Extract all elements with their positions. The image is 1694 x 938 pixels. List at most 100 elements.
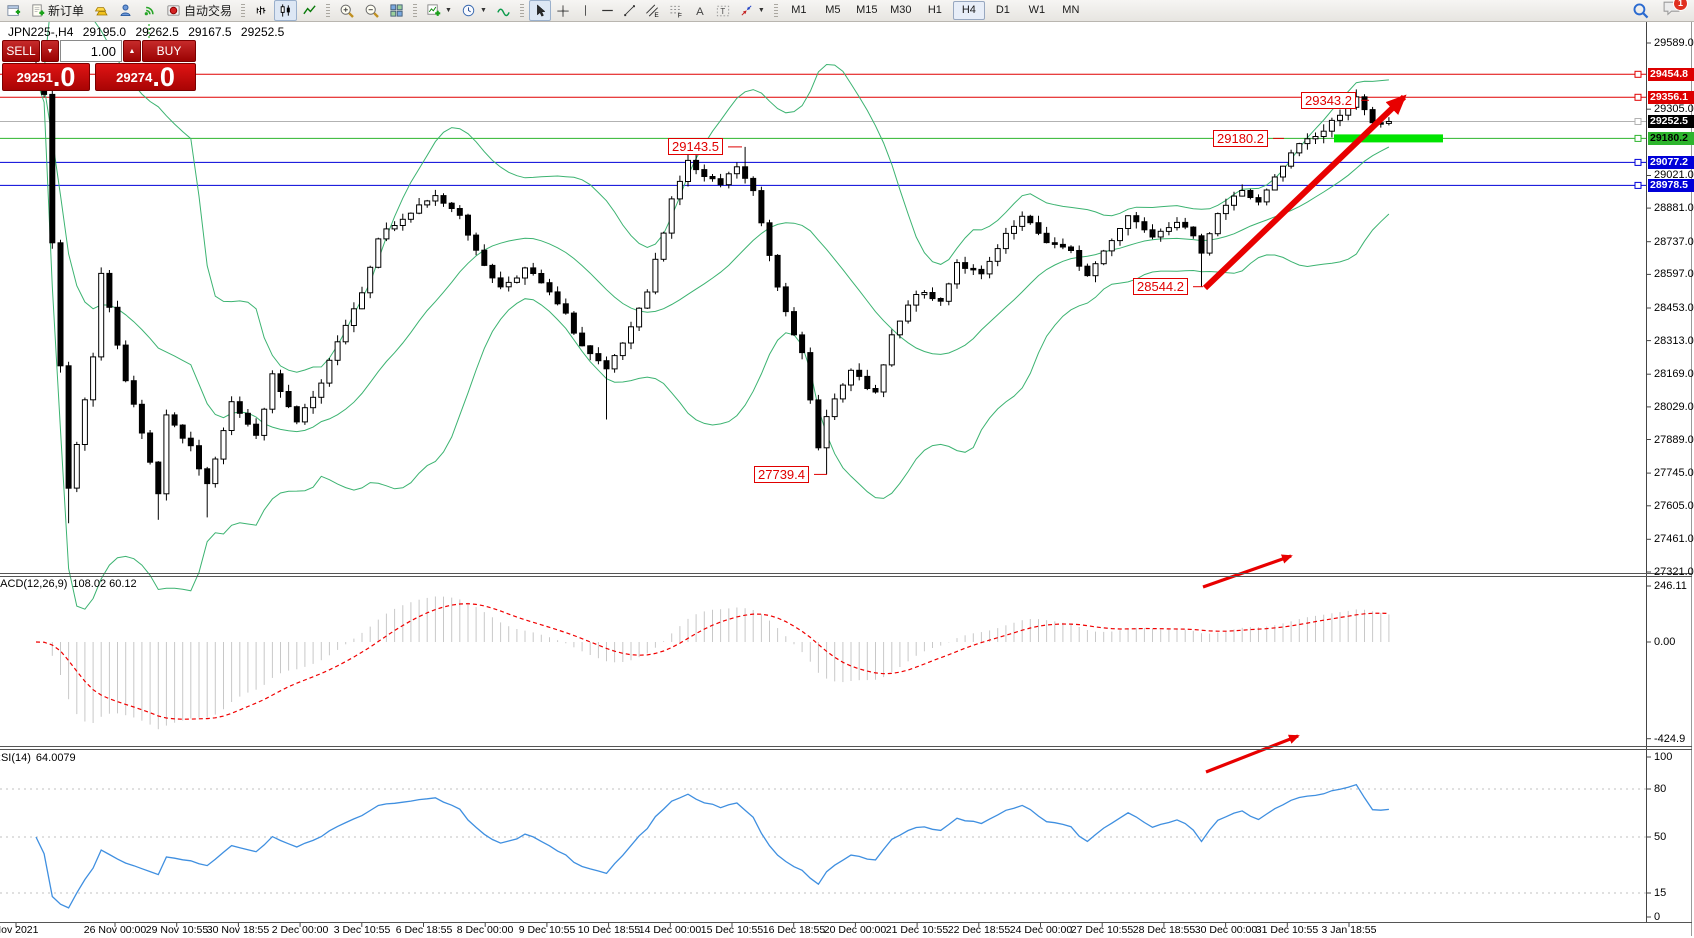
crosshair-tool-button[interactable]: [552, 0, 574, 21]
vertical-line-icon: [585, 5, 586, 16]
vertical-line-tool-button[interactable]: [575, 0, 596, 21]
gold-button[interactable]: [89, 0, 113, 21]
time-axis-label: 30 Dec 00:00: [1194, 924, 1258, 936]
zoom-out-icon: [365, 4, 379, 18]
text-tool-button[interactable]: A: [689, 0, 711, 21]
sell-price-button[interactable]: 29251.0: [2, 63, 90, 91]
buy-button[interactable]: BUY: [142, 40, 196, 62]
macd-values: 108.02 60.12: [72, 578, 137, 590]
timeframe-H4[interactable]: H4: [952, 1, 985, 20]
autotrading-button[interactable]: 自动交易: [162, 0, 236, 21]
notifications-button[interactable]: 1: [1662, 0, 1688, 21]
time-axis-label: 28 Dec 18:55: [1132, 924, 1196, 936]
text-icon: A: [696, 5, 704, 17]
price-callout-29143.5[interactable]: 29143.5: [668, 138, 723, 155]
indicators-icon: [427, 4, 441, 16]
panel-splitter[interactable]: [0, 749, 1692, 750]
signal-button[interactable]: [138, 0, 161, 21]
text-label-tool-button[interactable]: T: [712, 0, 734, 21]
arrows-icon: [741, 5, 752, 16]
price-axis-tick: 28029.0: [1654, 401, 1694, 413]
templates-button[interactable]: [492, 0, 515, 21]
chart-window-icon-button[interactable]: [3, 0, 25, 21]
price-axis-tick: 29589.0: [1654, 37, 1694, 49]
market-watch-button[interactable]: [114, 0, 137, 21]
volume-increase-button[interactable]: ▲: [123, 40, 141, 62]
period-caret-icon: ▼: [479, 7, 487, 14]
toolbar-grip[interactable]: [519, 4, 524, 17]
volume-input[interactable]: [60, 40, 122, 62]
rsi-axis-tick: 50: [1654, 831, 1667, 843]
cursor-tool-button[interactable]: [528, 0, 551, 21]
bar-chart-button[interactable]: [250, 0, 273, 21]
zoom-out-button[interactable]: [360, 0, 384, 21]
template-wave-icon: [497, 8, 510, 17]
ohlc-low: 29167.5: [188, 25, 232, 39]
macd-axis-tick: 246.11: [1654, 580, 1687, 592]
price-tag-29356.1: 29356.1: [1648, 91, 1694, 104]
channel-tool-button[interactable]: E: [641, 0, 664, 21]
candlestick-chart-button[interactable]: [274, 0, 298, 21]
person-icon: [120, 4, 131, 17]
macd-name: MACD(12,26,9): [0, 578, 68, 590]
timeframe-M15[interactable]: M15: [856, 4, 878, 16]
time-axis-label: 22 Dec 18:55: [947, 924, 1011, 936]
horizontal-line-tool-button[interactable]: [597, 0, 618, 21]
price-callout-27739.4[interactable]: 27739.4: [754, 466, 809, 483]
timeframe-H1[interactable]: H1: [927, 4, 942, 16]
time-axis-label: 9 Dec 10:55: [518, 924, 576, 936]
timeframe-MN[interactable]: MN: [1062, 4, 1080, 16]
clock-icon: [462, 4, 475, 17]
fibonacci-tool-button[interactable]: F: [665, 0, 688, 21]
symbol-period: JPN225-,H4: [8, 25, 74, 39]
time-axis-label: 21 Dec 10:55: [885, 924, 949, 936]
price-callout-29180.2[interactable]: 29180.2: [1213, 130, 1268, 147]
toolbar-right-icons: 1: [1632, 0, 1691, 21]
trendline-icon: [624, 5, 635, 17]
time-axis-label: 29 Nov 10:55: [145, 924, 209, 936]
arrows-tool-button[interactable]: ▼: [735, 0, 769, 21]
period-button[interactable]: ▼: [457, 0, 491, 21]
notification-badge: 1: [1673, 0, 1688, 11]
bar-chart-icon: [256, 6, 266, 15]
timeframe-W1[interactable]: W1: [1028, 4, 1046, 16]
rsi-value: 64.0079: [35, 752, 76, 764]
price-axis-tick: 27321.0: [1654, 566, 1694, 578]
price-axis-tick: 28737.0: [1654, 236, 1694, 248]
sell-price-main: 29251: [16, 70, 53, 85]
toolbar-grip[interactable]: [241, 4, 246, 17]
panel-splitter[interactable]: [0, 746, 1692, 747]
toolbar-grip[interactable]: [773, 4, 778, 17]
tile-windows-icon: [390, 4, 403, 17]
timeframe-D1[interactable]: D1: [995, 4, 1010, 16]
buy-price-button[interactable]: 29274.0: [95, 63, 196, 91]
tile-windows-button[interactable]: [385, 0, 408, 21]
indicators-caret-icon: ▼: [445, 7, 452, 14]
ohlc-open: 29195.0: [82, 25, 127, 39]
timeframe-M30[interactable]: M30: [890, 4, 912, 16]
price-callout-29343.2[interactable]: 29343.2: [1301, 92, 1356, 109]
macd-axis-tick: 0.00: [1654, 636, 1676, 648]
buy-price-pips: .0: [152, 62, 175, 92]
rsi-axis-tick: 0: [1654, 911, 1661, 923]
indicators-button[interactable]: ▼: [422, 0, 456, 21]
new-order-button[interactable]: 新订单: [26, 0, 88, 21]
zoom-in-button[interactable]: [335, 0, 359, 21]
timeframe-M1[interactable]: M1: [791, 4, 807, 16]
line-chart-button[interactable]: [298, 0, 321, 21]
autotrading-icon: [167, 5, 180, 16]
timeframe-M5[interactable]: M5: [825, 4, 841, 16]
sell-button[interactable]: SELL: [2, 40, 40, 62]
search-icon[interactable]: [1632, 2, 1650, 20]
toolbar-grip[interactable]: [413, 4, 418, 17]
trendline-tool-button[interactable]: [619, 0, 640, 21]
volume-decrease-button[interactable]: ▼: [41, 40, 59, 62]
svg-text:T: T: [720, 7, 725, 16]
panel-splitter[interactable]: [0, 576, 1692, 577]
panel-splitter[interactable]: [0, 573, 1692, 574]
toolbar-grip[interactable]: [326, 4, 331, 17]
price-axis-tick: 28313.0: [1654, 335, 1694, 347]
price-callout-28544.2[interactable]: 28544.2: [1133, 278, 1188, 295]
